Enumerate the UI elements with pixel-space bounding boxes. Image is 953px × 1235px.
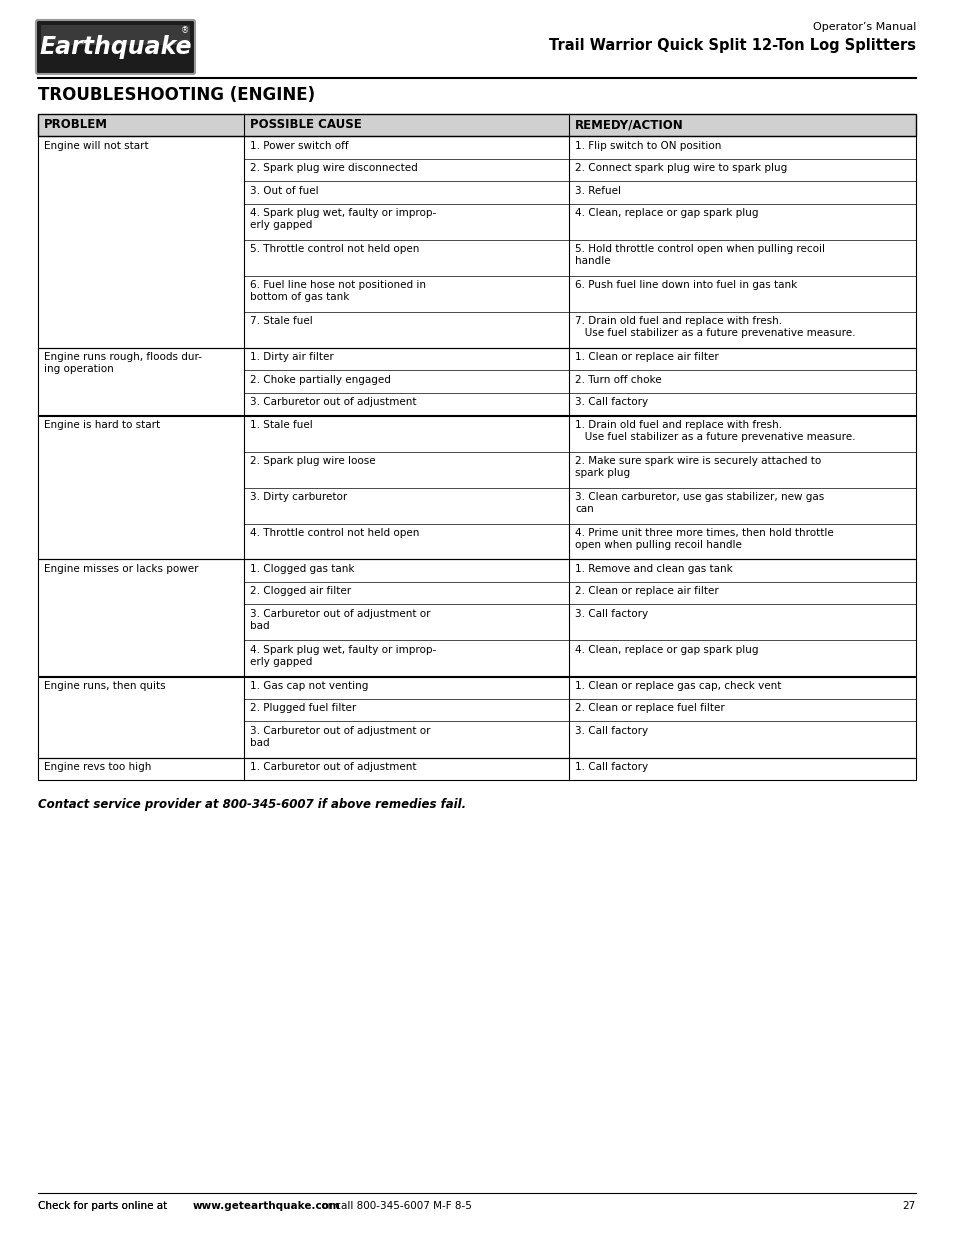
FancyBboxPatch shape [36,20,194,74]
Text: REMEDY/ACTION: REMEDY/ACTION [575,119,683,131]
Text: 1. Clogged gas tank: 1. Clogged gas tank [250,564,355,574]
Bar [38,677,915,757]
Text: 2. Clean or replace fuel filter: 2. Clean or replace fuel filter [575,704,724,714]
Text: 3. Call factory: 3. Call factory [575,609,648,619]
Text: 4. Throttle control not held open: 4. Throttle control not held open [250,529,419,538]
Text: 4. Spark plug wet, faulty or improp-
erly gapped: 4. Spark plug wet, faulty or improp- erl… [250,209,436,230]
Text: 1. Stale fuel: 1. Stale fuel [250,420,313,430]
Bar [38,137,915,348]
Text: 2. Spark plug wire loose: 2. Spark plug wire loose [250,456,375,466]
Text: 6. Fuel line hose not positioned in
bottom of gas tank: 6. Fuel line hose not positioned in bott… [250,280,426,303]
Text: 2. Make sure spark wire is securely attached to
spark plug: 2. Make sure spark wire is securely atta… [575,456,821,478]
Text: www.getearthquake.com: www.getearthquake.com [193,1200,340,1212]
Text: 4. Clean, replace or gap spark plug: 4. Clean, replace or gap spark plug [575,209,758,219]
Text: 3. Carburetor out of adjustment: 3. Carburetor out of adjustment [250,398,416,408]
Text: PROBLEM: PROBLEM [44,119,108,131]
Text: 2. Clogged air filter: 2. Clogged air filter [250,587,351,597]
Text: Check for parts online at: Check for parts online at [38,1200,171,1212]
Text: 3. Carburetor out of adjustment or
bad: 3. Carburetor out of adjustment or bad [250,726,431,747]
Text: 3. Clean carburetor, use gas stabilizer, new gas
can: 3. Clean carburetor, use gas stabilizer,… [575,492,823,514]
Text: Engine runs rough, floods dur-
ing operation: Engine runs rough, floods dur- ing opera… [44,352,202,374]
Text: Check for parts online at: Check for parts online at [38,1200,171,1212]
Text: POSSIBLE CAUSE: POSSIBLE CAUSE [250,119,362,131]
Bar [38,559,915,677]
Text: 2. Plugged fuel filter: 2. Plugged fuel filter [250,704,356,714]
Text: 5. Throttle control not held open: 5. Throttle control not held open [250,245,419,254]
Text: Engine will not start: Engine will not start [44,141,149,151]
Text: 4. Clean, replace or gap spark plug: 4. Clean, replace or gap spark plug [575,645,758,655]
Text: Earthquake: Earthquake [39,35,192,59]
Bar [38,348,915,415]
Text: 4. Prime unit three more times, then hold throttle
open when pulling recoil hand: 4. Prime unit three more times, then hol… [575,529,833,550]
Bar [38,415,915,559]
Text: 3. Call factory: 3. Call factory [575,398,648,408]
Text: 1. Flip switch to ON position: 1. Flip switch to ON position [575,141,720,151]
Text: 1. Drain old fuel and replace with fresh.
   Use fuel stabilizer as a future pre: 1. Drain old fuel and replace with fresh… [575,420,855,442]
Text: 1. Dirty air filter: 1. Dirty air filter [250,352,334,363]
Text: 6. Push fuel line down into fuel in gas tank: 6. Push fuel line down into fuel in gas … [575,280,797,290]
Text: 3. Dirty carburetor: 3. Dirty carburetor [250,492,347,501]
Bar [38,757,915,781]
Text: TROUBLESHOOTING (ENGINE): TROUBLESHOOTING (ENGINE) [38,86,314,104]
Text: Engine revs too high: Engine revs too high [44,762,152,772]
Text: 2. Spark plug wire disconnected: 2. Spark plug wire disconnected [250,163,417,173]
Text: 7. Stale fuel: 7. Stale fuel [250,316,313,326]
Text: 3. Refuel: 3. Refuel [575,186,620,196]
Bar [38,114,915,137]
Text: Trail Warrior Quick Split 12-Ton Log Splitters: Trail Warrior Quick Split 12-Ton Log Spl… [548,38,915,53]
Text: 7. Drain old fuel and replace with fresh.
   Use fuel stabilizer as a future pre: 7. Drain old fuel and replace with fresh… [575,316,855,338]
Text: Engine runs, then quits: Engine runs, then quits [44,680,166,692]
Text: 3. Out of fuel: 3. Out of fuel [250,186,318,196]
Text: 2. Connect spark plug wire to spark plug: 2. Connect spark plug wire to spark plug [575,163,786,173]
Text: 1. Clean or replace gas cap, check vent: 1. Clean or replace gas cap, check vent [575,680,781,692]
Text: 2. Turn off choke: 2. Turn off choke [575,375,661,385]
Text: Engine misses or lacks power: Engine misses or lacks power [44,564,198,574]
Text: 1. Power switch off: 1. Power switch off [250,141,349,151]
Text: 1. Carburetor out of adjustment: 1. Carburetor out of adjustment [250,762,416,772]
Text: 3. Carburetor out of adjustment or
bad: 3. Carburetor out of adjustment or bad [250,609,431,631]
Text: 3. Call factory: 3. Call factory [575,726,648,736]
Text: 27: 27 [902,1200,915,1212]
Bar [41,25,190,44]
Text: or call 800-345-6007 M-F 8-5: or call 800-345-6007 M-F 8-5 [317,1200,471,1212]
Text: 1. Remove and clean gas tank: 1. Remove and clean gas tank [575,564,732,574]
Text: 2. Choke partially engaged: 2. Choke partially engaged [250,375,391,385]
Text: ®: ® [180,26,189,35]
Text: Contact service provider at 800-345-6007 if above remedies fail.: Contact service provider at 800-345-6007… [38,798,466,811]
Text: 2. Clean or replace air filter: 2. Clean or replace air filter [575,587,719,597]
Text: Operator’s Manual: Operator’s Manual [812,22,915,32]
Text: 1. Call factory: 1. Call factory [575,762,648,772]
Text: 4. Spark plug wet, faulty or improp-
erly gapped: 4. Spark plug wet, faulty or improp- erl… [250,645,436,667]
Text: 1. Clean or replace air filter: 1. Clean or replace air filter [575,352,719,363]
Text: Engine is hard to start: Engine is hard to start [44,420,160,430]
Text: 1. Gas cap not venting: 1. Gas cap not venting [250,680,368,692]
Text: 5. Hold throttle control open when pulling recoil
handle: 5. Hold throttle control open when pulli… [575,245,824,266]
